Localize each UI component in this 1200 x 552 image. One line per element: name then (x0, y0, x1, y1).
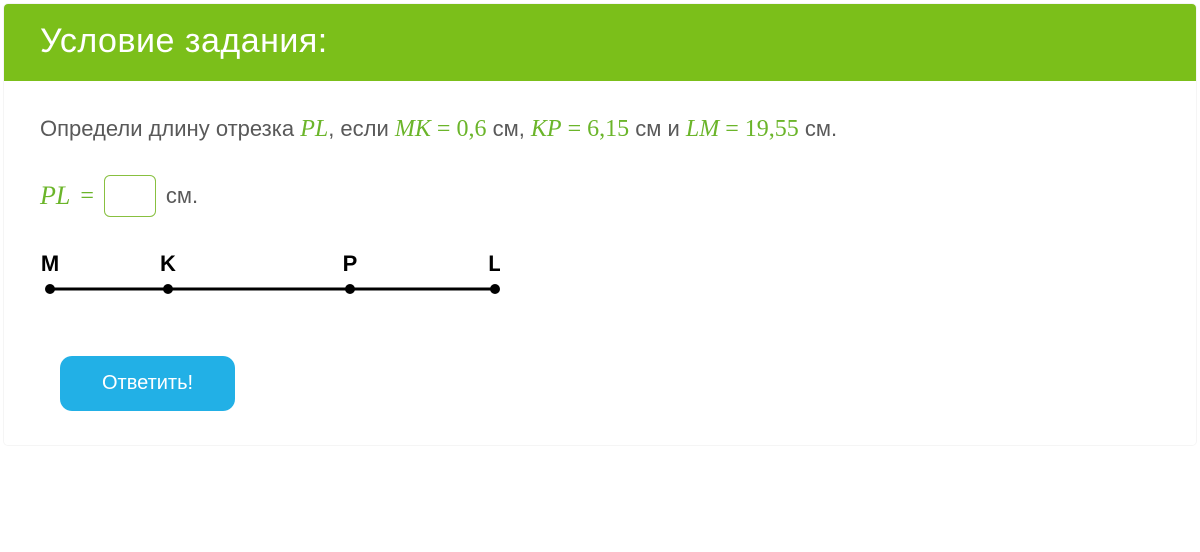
answer-var: PL (40, 181, 70, 211)
submit-button[interactable]: Ответить! (60, 356, 235, 411)
diagram-label-m: M (41, 251, 59, 276)
seg2-var: KP (531, 116, 562, 142)
seg3-val: 19,55 (745, 116, 799, 142)
diagram-point-m (45, 284, 55, 294)
unit3: см. (799, 116, 837, 141)
answer-unit: см. (166, 183, 198, 209)
diagram-label-p: P (343, 251, 358, 276)
exercise-card: Условие задания: Определи длину отрезка … (4, 4, 1196, 445)
card-header: Условие задания: (4, 4, 1196, 81)
problem-prefix: Определи длину отрезка (40, 116, 300, 141)
seg3-var: LM (686, 116, 719, 142)
diagram-point-k (163, 284, 173, 294)
unit2: см и (629, 116, 686, 141)
segment-diagram: MKPL (40, 249, 1160, 314)
diagram-label-l: L (488, 251, 500, 276)
diagram-svg: MKPL (40, 249, 500, 309)
diagram-label-k: K (160, 251, 176, 276)
diagram-point-l (490, 284, 500, 294)
eq3: = (719, 116, 745, 142)
answer-row: PL = см. (40, 175, 1160, 217)
seg2-val: 6,15 (587, 116, 629, 142)
answer-eq: = (80, 183, 94, 210)
problem-statement: Определи длину отрезка PL, если MK = 0,6… (40, 111, 1160, 147)
text-after-target: , если (328, 116, 395, 141)
seg1-var: MK (395, 116, 431, 142)
unit1: см, (486, 116, 530, 141)
eq2: = (562, 116, 588, 142)
card-title: Условие задания: (40, 22, 1160, 61)
target-segment: PL (300, 116, 328, 142)
answer-input[interactable] (104, 175, 156, 217)
diagram-point-p (345, 284, 355, 294)
eq1: = (431, 116, 457, 142)
card-content: Определи длину отрезка PL, если MK = 0,6… (4, 81, 1196, 445)
seg1-val: 0,6 (456, 116, 486, 142)
